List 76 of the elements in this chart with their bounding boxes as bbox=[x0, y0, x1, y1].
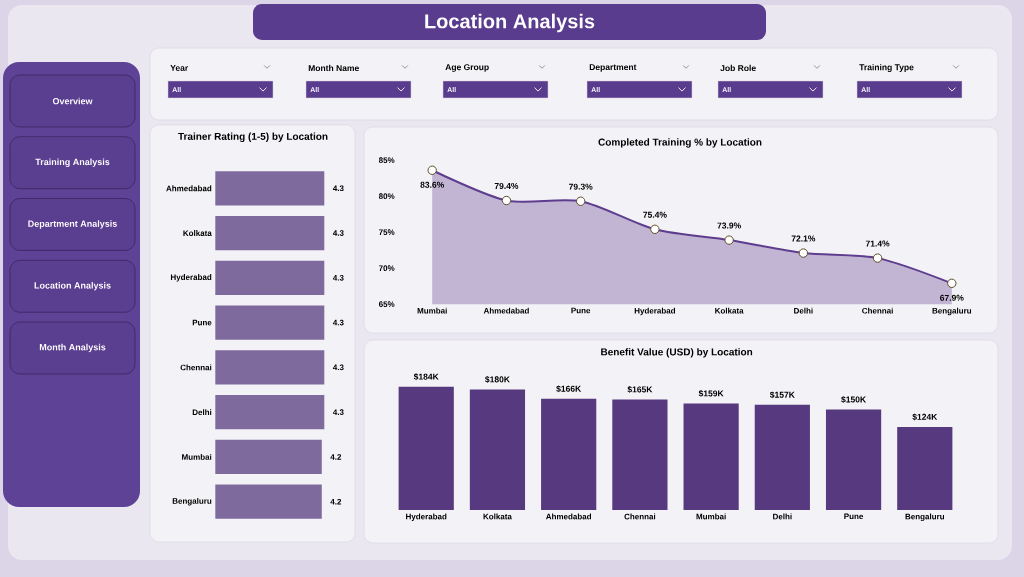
data-label: $150K bbox=[841, 396, 866, 404]
x-tick-label: Mumbai bbox=[696, 513, 726, 520]
x-tick-label: Pune bbox=[571, 307, 591, 314]
chart-title: Completed Training % by Location bbox=[598, 138, 762, 148]
category-label: Year bbox=[170, 65, 189, 71]
x-tick-label: Chennai bbox=[862, 307, 893, 314]
y-tick-label: Delhi bbox=[192, 409, 212, 416]
y-tick-label: Pune bbox=[192, 319, 212, 326]
data-label: 79.3% bbox=[568, 183, 593, 190]
data-label: 73.9% bbox=[717, 222, 741, 229]
data-label: 4.3 bbox=[332, 409, 344, 415]
y-tick-label: 85% bbox=[378, 157, 395, 164]
x-tick-label: Bengaluru bbox=[932, 307, 972, 316]
x-tick-label: Kolkata bbox=[483, 513, 512, 520]
x-tick-label: Delhi bbox=[773, 513, 792, 520]
bar bbox=[825, 409, 882, 510]
data-label: 67.9% bbox=[940, 294, 964, 301]
y-tick-label: Bengaluru bbox=[172, 497, 212, 506]
data-label: 83.6% bbox=[420, 181, 445, 188]
y-tick-label: Hyderabad bbox=[170, 274, 212, 282]
text: Department Analysis bbox=[28, 220, 117, 229]
category-label: Age Group bbox=[445, 64, 489, 72]
bar bbox=[683, 403, 739, 510]
x-tick-label: Hyderabad bbox=[634, 307, 676, 316]
text: Location Analysis bbox=[34, 282, 111, 291]
data-label: 71.4% bbox=[865, 240, 890, 247]
x-tick-label: Mumbai bbox=[417, 307, 447, 314]
data-label: $165K bbox=[627, 386, 653, 393]
data-label: $159K bbox=[698, 390, 724, 397]
text: Month Analysis bbox=[39, 343, 106, 353]
x-tick-label: Ahmedabad bbox=[545, 513, 592, 520]
data-label: 72.1% bbox=[791, 235, 816, 242]
data-label: 4.3 bbox=[332, 274, 344, 281]
category-label: Job Role bbox=[720, 64, 756, 72]
y-tick-label: Chennai bbox=[180, 364, 212, 371]
text: Overview bbox=[52, 97, 93, 105]
bar bbox=[754, 404, 810, 510]
data-label: 4.3 bbox=[332, 319, 344, 326]
text: Training Analysis bbox=[35, 158, 110, 167]
y-tick-label: 75% bbox=[379, 229, 395, 236]
x-tick-label: Ahmedabad bbox=[483, 307, 529, 314]
y-tick-label: Kolkata bbox=[183, 230, 212, 236]
x-tick-label: Hyderabad bbox=[406, 513, 447, 521]
category-label: Month Name bbox=[308, 64, 359, 72]
y-tick-label: Ahmedabad bbox=[166, 185, 212, 192]
data-label: 4.2 bbox=[330, 454, 342, 460]
y-tick-label: 70% bbox=[379, 265, 395, 272]
bar bbox=[612, 399, 668, 510]
x-tick-label: Chennai bbox=[624, 513, 656, 520]
chart-title: Benefit Value (USD) by Location bbox=[601, 348, 753, 358]
data-label: $166K bbox=[556, 385, 582, 393]
x-tick-label: Kolkata bbox=[715, 307, 744, 314]
data-label: 4.3 bbox=[332, 185, 344, 192]
bar bbox=[541, 398, 597, 510]
x-tick-label: Bengaluru bbox=[905, 513, 945, 522]
data-label: $184K bbox=[413, 373, 439, 381]
data-label: 4.3 bbox=[332, 364, 344, 371]
bar bbox=[897, 426, 953, 510]
y-tick-label: Mumbai bbox=[182, 453, 212, 460]
x-tick-label: Pune bbox=[844, 513, 864, 520]
y-tick-label: 80% bbox=[378, 193, 395, 200]
category-label: Training Type bbox=[859, 64, 914, 72]
category-label: Department bbox=[589, 64, 637, 72]
x-tick-label: Delhi bbox=[794, 307, 813, 314]
y-tick-label: 65% bbox=[378, 301, 395, 308]
data-label: 4.3 bbox=[332, 230, 344, 236]
data-label: $157K bbox=[769, 391, 795, 399]
data-label: 75.4% bbox=[643, 211, 667, 218]
chart-title: Trainer Rating (1-5) by Location bbox=[178, 132, 328, 142]
data-label: $180K bbox=[485, 376, 510, 383]
text: Location Analysis bbox=[425, 13, 595, 33]
data-label: $124K bbox=[912, 413, 938, 421]
bar bbox=[469, 389, 526, 510]
bar bbox=[398, 386, 454, 510]
data-label: 79.4% bbox=[494, 182, 519, 189]
data-label: 4.2 bbox=[330, 498, 342, 505]
